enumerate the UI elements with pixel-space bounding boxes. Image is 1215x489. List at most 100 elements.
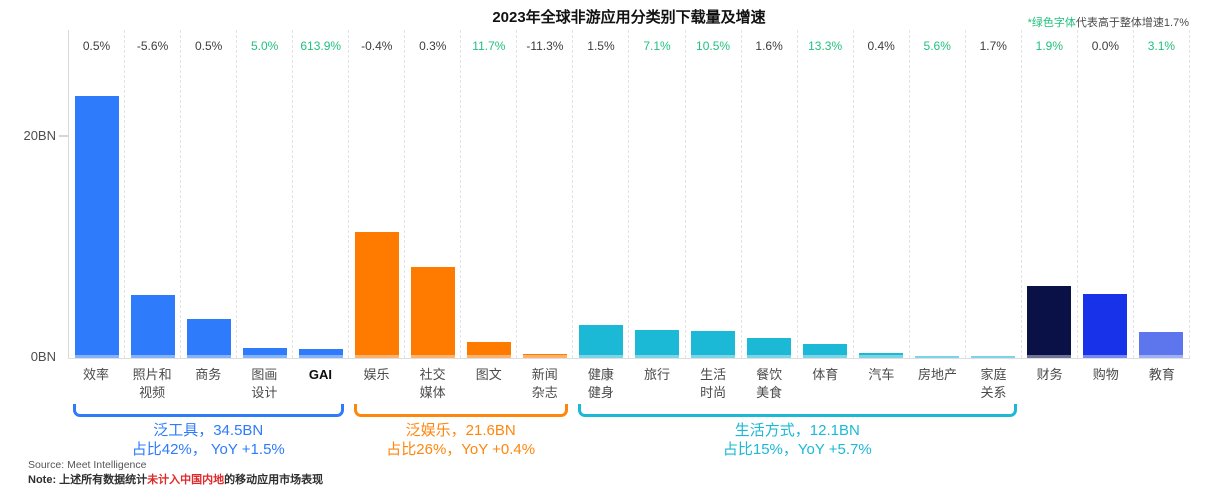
category-label-line: 照片和 xyxy=(132,367,172,382)
grid-column: 1.9% xyxy=(1022,30,1078,358)
category-label: 娱乐 xyxy=(348,366,404,402)
growth-label: 1.7% xyxy=(979,39,1007,53)
bar-房地产 xyxy=(915,354,960,359)
growth-label: -11.3% xyxy=(526,39,564,53)
group-bracket-泛工具 xyxy=(73,404,344,417)
plot-area: 0.5% -5.6% 0.5% 5.0% 613.9% -0.4% 0.3% 11.7% -11… xyxy=(68,30,1190,359)
bar-社交媒体 xyxy=(410,266,455,359)
category-label-line: 关系 xyxy=(980,385,1007,400)
bar-健康健身 xyxy=(578,325,623,358)
category-label: 汽车 xyxy=(853,366,909,402)
bar-图画设计 xyxy=(242,348,287,358)
bar-财务 xyxy=(1027,286,1072,358)
grid-column: 0.3% xyxy=(405,30,462,359)
group-bracket-生活方式 xyxy=(577,404,1017,417)
category-label-line: GAI xyxy=(308,367,332,382)
category-label: GAI xyxy=(292,366,348,402)
grid-column: 10.5% xyxy=(686,30,742,358)
group-caption-泛工具: 泛工具，34.5BN 占比42%， YoY +1.5% xyxy=(38,421,378,459)
footnote: Note: 上述所有数据统计未计入中国内地的移动应用市场表现 xyxy=(28,471,323,487)
group-bracket-泛娱乐 xyxy=(353,404,568,417)
grid-column: 1.7% xyxy=(966,30,1022,359)
growth-label: 5.6% xyxy=(923,39,951,53)
y-axis-tick xyxy=(59,135,68,137)
footnote-suffix: 的移动应用市场表现 xyxy=(224,474,324,486)
category-label: 家庭 关系 xyxy=(966,366,1022,402)
growth-label: 1.9% xyxy=(1035,39,1063,53)
category-label: 社交 媒体 xyxy=(405,366,461,402)
category-label-line: 餐饮 xyxy=(756,367,783,382)
bar-GAI xyxy=(298,349,343,358)
category-label-line: 旅行 xyxy=(643,367,670,382)
category-label: 图画 设计 xyxy=(236,366,292,402)
growth-label: 1.5% xyxy=(587,39,615,53)
growth-label: 0.0% xyxy=(1091,39,1120,53)
bar-照片和视频 xyxy=(130,295,175,358)
category-label-line: 新闻 xyxy=(531,367,558,382)
category-label-line: 效率 xyxy=(83,367,110,382)
category-label-line: 房地产 xyxy=(917,367,957,382)
category-label-line: 设计 xyxy=(251,385,278,400)
category-label-line: 家庭 xyxy=(980,367,1007,382)
category-label-line: 教育 xyxy=(1148,367,1175,382)
category-label: 效率 xyxy=(68,366,124,402)
growth-label: -5.6% xyxy=(136,39,169,53)
bar-家庭关系 xyxy=(971,354,1016,359)
category-label-line: 购物 xyxy=(1092,367,1119,382)
category-label: 健康 健身 xyxy=(573,366,629,402)
bar-效率 xyxy=(74,96,119,358)
category-label-line: 杂志 xyxy=(531,385,558,400)
category-label-line: 体育 xyxy=(812,367,839,382)
group-caption-line2: 占比26%，YoY +0.4% xyxy=(386,441,536,458)
grid-column: 13.3% xyxy=(798,30,854,358)
category-label-line: 图画 xyxy=(251,367,278,382)
category-label-line: 视频 xyxy=(139,385,166,400)
bar-旅行 xyxy=(634,330,679,358)
group-caption-line1: 泛工具，34.5BN xyxy=(153,422,264,439)
group-caption-line2: 占比42%， YoY +1.5% xyxy=(131,441,285,458)
category-label-line: 时尚 xyxy=(700,385,727,400)
grid-column: -0.4% xyxy=(349,30,406,358)
footnote-prefix: Note: 上述所有数据统计 xyxy=(28,474,148,486)
category-label: 购物 xyxy=(1078,366,1134,402)
category-label: 教育 xyxy=(1134,366,1190,402)
group-caption-line1: 泛娱乐，21.6BN xyxy=(405,422,516,439)
growth-label: 613.9% xyxy=(300,39,342,53)
source-note: Source: Meet Intelligence xyxy=(28,459,147,471)
group-caption-泛娱乐: 泛娱乐，21.6BN 占比26%，YoY +0.4% xyxy=(291,421,631,459)
category-label: 餐饮 美食 xyxy=(741,366,797,402)
legend-note: *绿色字体代表高于整体增速1.7% xyxy=(1028,14,1189,30)
category-label: 财务 xyxy=(1022,366,1078,402)
grid-column: 5.6% xyxy=(910,30,966,359)
grid-column: 1.6% xyxy=(742,30,798,359)
bar-图文 xyxy=(466,342,511,358)
growth-label: 11.7% xyxy=(472,39,506,53)
bar-教育 xyxy=(1139,332,1184,358)
legend-note-rest: 代表高于整体增速1.7% xyxy=(1075,17,1189,29)
category-label-line: 健身 xyxy=(587,385,614,400)
category-label-line: 媒体 xyxy=(419,385,446,400)
category-label: 新闻 杂志 xyxy=(517,366,573,402)
legend-note-green: *绿色字体 xyxy=(1027,17,1076,29)
grid-column: 3.1% xyxy=(1134,30,1190,358)
growth-label: 13.3% xyxy=(808,39,843,53)
grid-column: 0.4% xyxy=(854,30,910,358)
category-label: 生活 时尚 xyxy=(685,366,741,402)
category-label-line: 社交 xyxy=(419,367,446,382)
grid-column: 11.7% xyxy=(461,30,518,358)
growth-label: 0.3% xyxy=(419,39,447,53)
grid-column: 0.5% xyxy=(69,30,126,358)
category-label: 商务 xyxy=(180,366,236,402)
growth-label: 0.5% xyxy=(194,39,223,53)
category-label-line: 健康 xyxy=(587,367,614,382)
bar-购物 xyxy=(1083,293,1128,359)
category-label-line: 生活 xyxy=(700,367,727,382)
category-label-line: 财务 xyxy=(1036,367,1063,382)
grid-column: 613.9% xyxy=(293,30,350,358)
bar-新闻杂志 xyxy=(522,354,567,358)
y-axis-label-20bn: 20BN xyxy=(23,128,56,143)
bar-生活时尚 xyxy=(691,331,736,358)
growth-label: 10.5% xyxy=(696,39,731,53)
group-caption-生活方式: 生活方式，12.1BN 占比15%，YoY +5.7% xyxy=(627,421,967,459)
